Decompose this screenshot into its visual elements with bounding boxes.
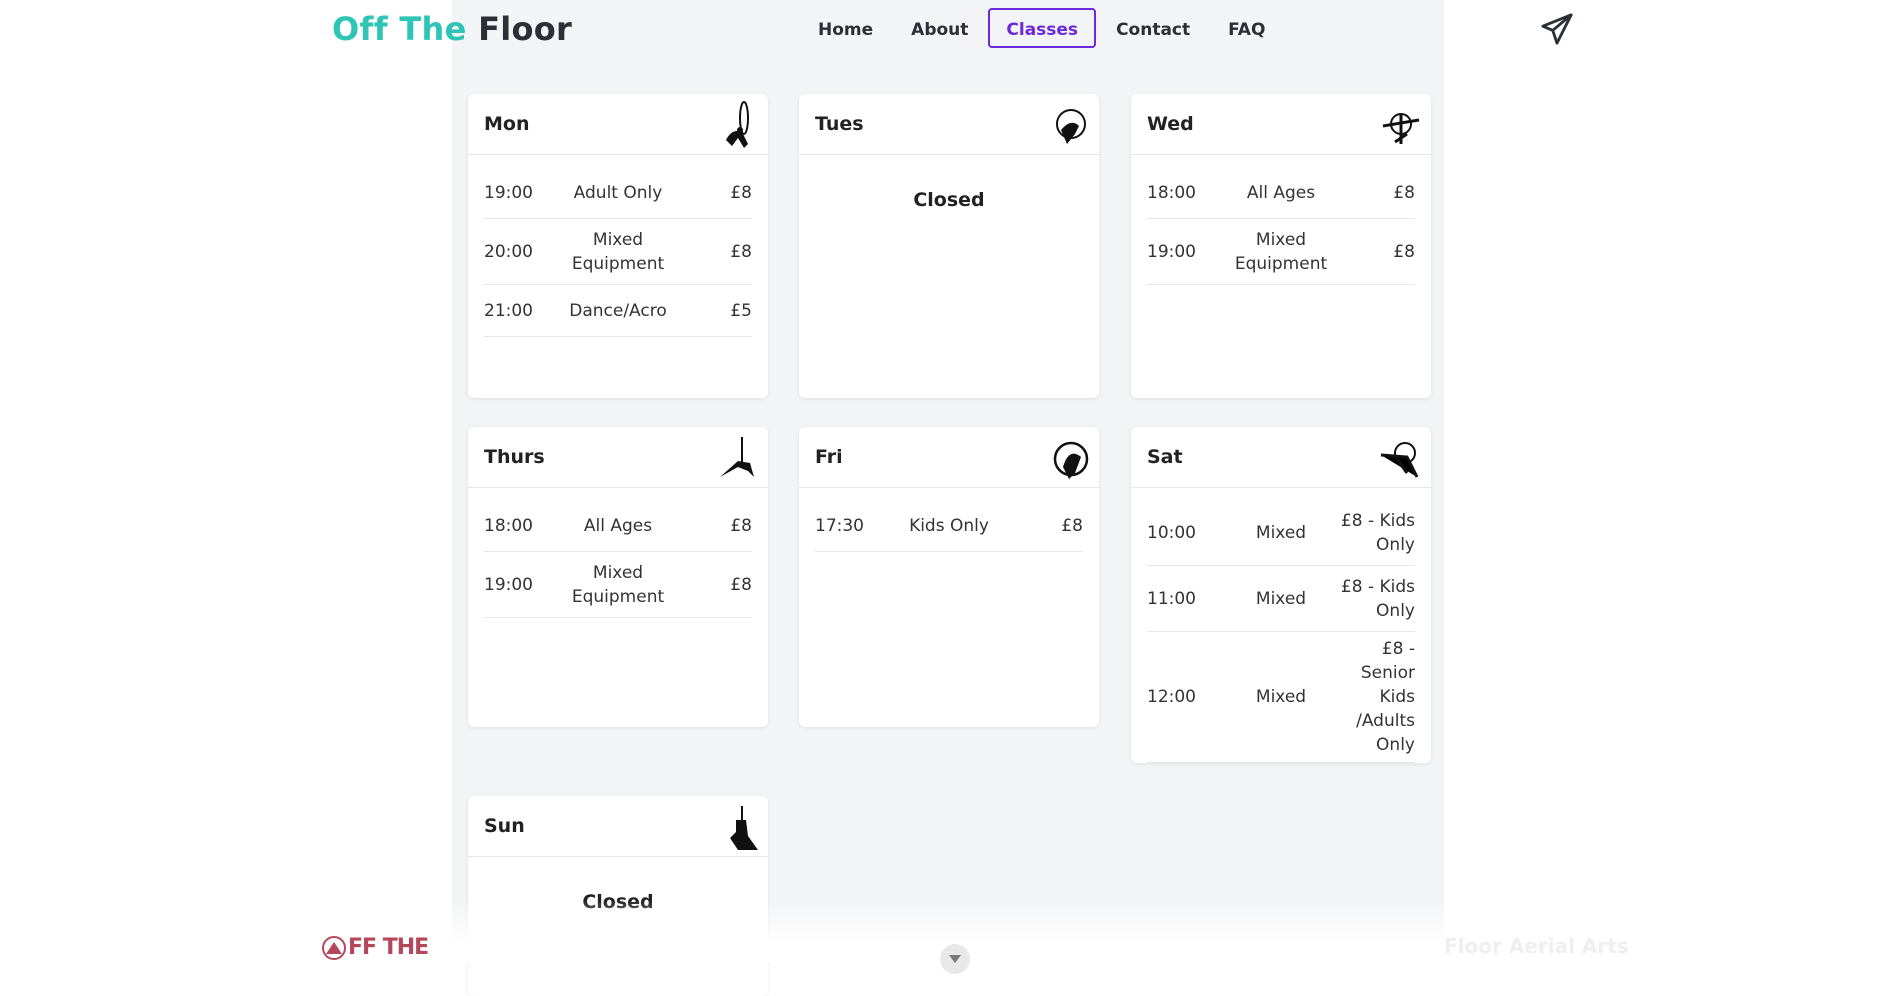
nav-faq[interactable]: FAQ — [1228, 20, 1266, 40]
table-row: 19:00 Mixed Equipment £8 — [1147, 219, 1415, 285]
day-title: Sun — [484, 815, 525, 837]
site-logo[interactable]: Off The Floor — [332, 10, 573, 48]
table-row: 19:00 Adult Only £8 — [484, 167, 752, 219]
table-row: 11:00 Mixed £8 - Kids Only — [1147, 566, 1415, 632]
class-list: 18:00 All Ages £8 19:00 Mixed Equipment … — [1131, 155, 1431, 285]
day-title: Tues — [815, 113, 864, 135]
paper-plane-icon[interactable] — [1540, 12, 1574, 46]
class-list: 10:00 Mixed £8 - Kids Only 11:00 Mixed £… — [1131, 488, 1431, 763]
table-row: 17:30 Kids Only £8 — [815, 500, 1083, 552]
aerial-hoop-silhouette-icon — [726, 101, 749, 148]
class-list: 18:00 All Ages £8 19:00 Mixed Equipment … — [468, 488, 768, 618]
day-card-sun: Sun Closed — [468, 796, 768, 996]
chevron-down-icon — [949, 955, 961, 963]
day-card-sat: Sat 10:00 Mixed £8 - Kids Only 11:00 Mix… — [1131, 427, 1431, 763]
day-title: Sat — [1147, 446, 1183, 468]
nav-home[interactable]: Home — [818, 20, 874, 40]
aerial-hoop-silhouette-icon — [1053, 441, 1089, 479]
class-list: 19:00 Adult Only £8 20:00 Mixed Equipmen… — [468, 155, 768, 337]
day-title: Wed — [1147, 113, 1194, 135]
nav-about[interactable]: About — [911, 20, 969, 40]
table-row: 10:00 Mixed £8 - Kids Only — [1147, 500, 1415, 566]
day-title: Thurs — [484, 446, 545, 468]
table-row: 12:00 Mixed £8 - Senior Kids /Adults Onl… — [1147, 632, 1415, 763]
aerial-hoop-silhouette-icon — [1380, 442, 1419, 478]
day-title: Mon — [484, 113, 530, 135]
footer-logo-text: FF THE — [348, 935, 429, 960]
nav-classes[interactable]: Classes — [988, 8, 1097, 48]
aerial-hoop-silhouette-icon — [730, 806, 758, 850]
class-list: 17:30 Kids Only £8 — [799, 488, 1099, 552]
table-row: 20:00 Mixed Equipment £8 — [484, 219, 752, 285]
day-card-thurs: Thurs 18:00 All Ages £8 19:00 Mixed Equi… — [468, 427, 768, 727]
day-card-fri: Fri 17:30 Kids Only £8 — [799, 427, 1099, 727]
aerial-hoop-silhouette-icon — [1056, 109, 1086, 144]
footer-brand-text: Floor Aerial Arts — [1444, 934, 1629, 958]
table-row: 18:00 All Ages £8 — [484, 500, 752, 552]
site-header: Off The Floor Home About Classes Contact… — [0, 0, 1890, 58]
day-card-tues: Tues Closed — [799, 94, 1099, 398]
closed-label: Closed — [913, 189, 985, 211]
aerial-hoop-silhouette-icon — [720, 437, 754, 477]
day-card-wed: Wed 18:00 All Ages £8 19:00 Mixed Equipm… — [1131, 94, 1431, 398]
table-row: 21:00 Dance/Acro £5 — [484, 285, 752, 337]
day-title: Fri — [815, 446, 843, 468]
scroll-down-button[interactable] — [940, 944, 970, 974]
aerial-hoop-silhouette-icon — [1382, 113, 1420, 144]
table-row: 18:00 All Ages £8 — [1147, 167, 1415, 219]
footer-logo-icon[interactable] — [320, 932, 406, 962]
day-card-mon: Mon 19:00 Adult Only £8 20:00 Mixed Equi… — [468, 94, 768, 398]
main-nav: Home About Classes Contact FAQ — [800, 8, 1285, 52]
nav-contact[interactable]: Contact — [1116, 20, 1191, 40]
table-row: 19:00 Mixed Equipment £8 — [484, 552, 752, 618]
